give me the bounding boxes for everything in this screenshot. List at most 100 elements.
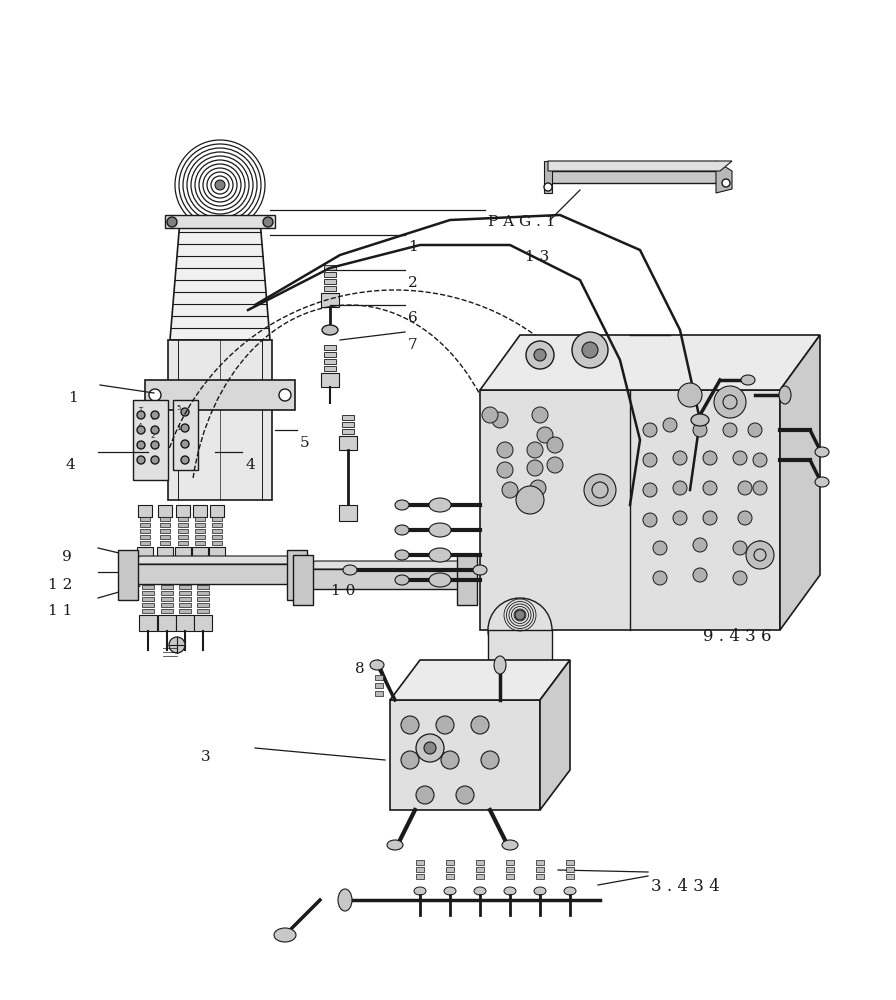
Circle shape [526, 341, 554, 369]
Polygon shape [212, 529, 222, 533]
Polygon shape [170, 220, 270, 340]
Polygon shape [506, 874, 514, 879]
Ellipse shape [504, 887, 516, 895]
Ellipse shape [395, 525, 409, 535]
Circle shape [678, 383, 702, 407]
Text: 5: 5 [300, 436, 310, 450]
Polygon shape [197, 603, 209, 607]
Polygon shape [197, 597, 209, 601]
Polygon shape [177, 565, 193, 579]
Circle shape [151, 456, 159, 464]
Circle shape [537, 427, 553, 443]
Circle shape [746, 541, 774, 569]
Circle shape [181, 424, 189, 432]
Circle shape [572, 332, 608, 368]
Polygon shape [195, 529, 205, 533]
Ellipse shape [779, 386, 791, 404]
Polygon shape [342, 422, 354, 427]
Ellipse shape [444, 887, 456, 895]
Circle shape [401, 751, 419, 769]
Circle shape [169, 637, 185, 653]
Polygon shape [540, 660, 570, 810]
Text: P: P [151, 415, 155, 421]
Text: 5: 5 [176, 405, 180, 411]
Ellipse shape [815, 477, 829, 487]
Polygon shape [193, 505, 207, 517]
Circle shape [547, 457, 563, 473]
Polygon shape [178, 535, 188, 539]
Text: 1 1: 1 1 [47, 604, 72, 618]
Polygon shape [305, 569, 465, 589]
Circle shape [416, 786, 434, 804]
Polygon shape [175, 547, 191, 561]
Circle shape [181, 440, 189, 448]
Polygon shape [321, 373, 339, 387]
Polygon shape [179, 609, 191, 613]
Text: 9 . 4 3 6: 9 . 4 3 6 [703, 628, 771, 645]
Circle shape [502, 482, 518, 498]
Ellipse shape [691, 414, 709, 426]
Polygon shape [324, 286, 336, 291]
Polygon shape [446, 860, 454, 865]
Circle shape [733, 451, 747, 465]
Circle shape [291, 582, 303, 594]
Circle shape [722, 179, 730, 187]
Polygon shape [173, 400, 198, 470]
Circle shape [151, 426, 159, 434]
Polygon shape [305, 561, 475, 569]
Circle shape [416, 734, 444, 762]
Text: 1: 1 [68, 391, 78, 405]
Polygon shape [160, 535, 170, 539]
Circle shape [723, 423, 737, 437]
Circle shape [723, 395, 737, 409]
Polygon shape [133, 400, 168, 480]
Polygon shape [161, 603, 173, 607]
Polygon shape [178, 517, 188, 521]
Polygon shape [197, 579, 209, 583]
Circle shape [297, 587, 309, 599]
Polygon shape [548, 171, 720, 183]
Polygon shape [536, 860, 544, 865]
Circle shape [441, 751, 459, 769]
Polygon shape [506, 860, 514, 865]
Polygon shape [197, 591, 209, 595]
Circle shape [482, 407, 498, 423]
Circle shape [530, 480, 546, 496]
Circle shape [516, 486, 544, 514]
Polygon shape [139, 615, 157, 631]
Text: T: T [138, 407, 142, 413]
Text: 1 0: 1 0 [331, 584, 356, 598]
Circle shape [461, 587, 473, 599]
Polygon shape [780, 335, 820, 630]
Polygon shape [161, 585, 173, 589]
Circle shape [534, 349, 546, 361]
Circle shape [738, 481, 752, 495]
Ellipse shape [474, 887, 486, 895]
Circle shape [481, 751, 499, 769]
Polygon shape [160, 529, 170, 533]
Circle shape [527, 460, 543, 476]
Ellipse shape [395, 500, 409, 510]
Polygon shape [324, 272, 336, 277]
Circle shape [492, 412, 508, 428]
Ellipse shape [815, 447, 829, 457]
Polygon shape [158, 615, 176, 631]
Polygon shape [416, 860, 424, 865]
Circle shape [748, 423, 762, 437]
Circle shape [167, 217, 177, 227]
Polygon shape [390, 700, 540, 810]
Circle shape [456, 786, 474, 804]
Polygon shape [293, 555, 313, 605]
Circle shape [584, 474, 616, 506]
Circle shape [643, 513, 657, 527]
Polygon shape [375, 691, 383, 696]
Polygon shape [342, 415, 354, 420]
Circle shape [424, 742, 436, 754]
Ellipse shape [534, 887, 546, 895]
Polygon shape [142, 579, 154, 583]
Polygon shape [197, 585, 209, 589]
Text: 7: 7 [408, 338, 418, 352]
Polygon shape [339, 505, 357, 521]
Polygon shape [160, 523, 170, 527]
Polygon shape [212, 541, 222, 545]
